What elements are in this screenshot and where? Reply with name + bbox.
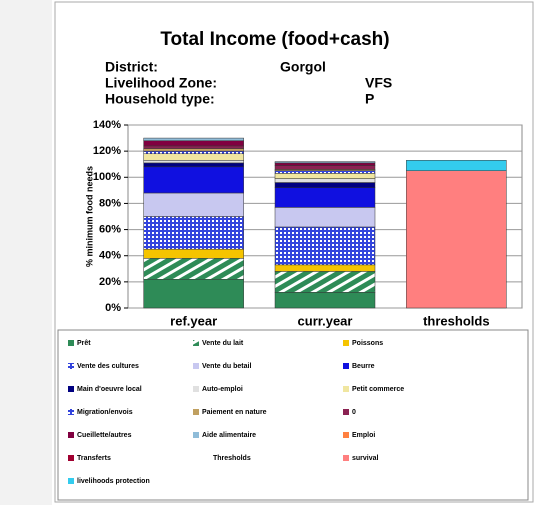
bar-segment [143,166,244,194]
legend-swatch [193,432,199,438]
legend-box [57,329,529,501]
y-tick-label: 0% [105,302,121,314]
info-value: VFS [365,75,392,91]
legend-swatch [193,363,199,369]
legend-label: livelihoods protection [77,478,150,485]
y-tick-label: 40% [99,250,121,262]
legend-label: Vente des cultures [77,363,139,370]
legend-swatch [68,340,74,346]
legend-swatch [193,340,199,346]
bar-segment [274,264,376,272]
bar-segment [143,162,244,168]
legend-label: Cueillette/autres [77,432,132,439]
legend-label: Transferts [77,455,111,462]
bar-segment [274,226,376,266]
bar-segment [274,162,376,166]
bar-segment [274,165,376,170]
legend-label: Main d'oeuvre local [77,386,142,393]
legend-swatch [68,409,74,415]
legend-swatch [68,455,74,461]
y-tick-label: 140% [93,119,121,131]
legend-label: Prêt [77,340,91,347]
chart-title: Total Income (food+cash) [160,29,389,50]
legend-swatch [193,386,199,392]
legend-label: Poissons [352,340,383,347]
info-value: Gorgol [280,59,326,75]
legend-label: Petit commerce [352,386,404,393]
legend-label: Migration/envois [77,409,133,416]
legend-swatch [68,386,74,392]
legend-swatch [193,409,199,415]
bar-segment [143,145,244,149]
bar-segment [143,160,244,164]
y-tick-label: 60% [99,223,121,235]
info-label: Livelihood Zone: [105,75,217,91]
legend-label: Paiement en nature [202,409,267,416]
bar-segment [143,248,244,259]
y-axis-label: % minimum food needs [84,166,94,267]
bar-segment [143,150,244,155]
bar-segment [406,170,507,309]
y-tick-label: 80% [99,197,121,209]
bar-segment [274,178,376,183]
bar-segment [143,153,244,161]
legend-swatch [343,455,349,461]
legend-label: Vente du betail [202,363,251,370]
legend-swatch [343,340,349,346]
legend-label: survival [352,455,379,462]
bar-segment [274,207,376,228]
legend-swatch [343,409,349,415]
y-tick-label: 120% [93,145,121,157]
bar-segment [274,182,376,188]
bar-segment [143,216,244,250]
legend-label: Emploi [352,432,375,439]
legend-label: Aide alimentaire [202,432,256,439]
legend-swatch [343,363,349,369]
legend-swatch [68,363,74,369]
bar-segment [274,292,376,309]
left-margin [0,0,52,505]
bar-segment [274,173,376,179]
x-tick-label: curr.year [298,313,353,328]
info-value: P [365,91,374,107]
legend-label: Auto-emploi [202,386,243,393]
legend-label: Beurre [352,363,375,370]
legend-swatch [343,432,349,438]
bar-segment [143,258,244,280]
legend-swatch [68,478,74,484]
bar-segment [406,160,507,172]
bar-segment [143,137,244,141]
bar-segment [274,161,376,164]
info-label: Household type: [105,91,215,107]
x-tick-label: thresholds [423,313,489,328]
bar-segment [274,170,376,174]
legend-label: Vente du lait [202,340,244,347]
bar-segment [143,192,244,217]
bar-segment [143,278,244,309]
bar-segment [143,148,244,152]
legend-swatch [68,432,74,438]
legend-swatch [343,386,349,392]
bar-segment [274,271,376,293]
bar-segment [274,187,376,208]
bar-segment [143,140,244,147]
x-tick-label: ref.year [170,313,217,328]
info-label: District: [105,59,158,75]
y-tick-label: 100% [93,171,121,183]
y-tick-label: 20% [99,276,121,288]
legend-label: Thresholds [213,455,251,462]
legend-label: 0 [352,409,356,416]
